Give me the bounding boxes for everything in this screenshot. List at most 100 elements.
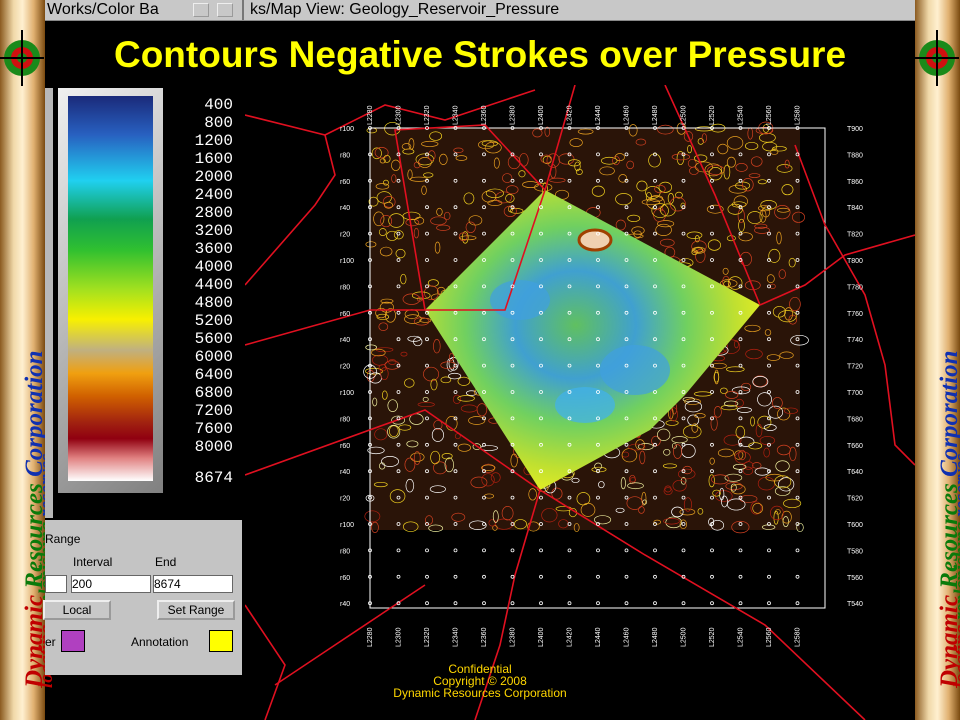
contour xyxy=(367,446,385,455)
grid-point xyxy=(624,469,629,474)
contour xyxy=(636,180,648,192)
grid-point xyxy=(539,390,543,394)
map-left-label: r40 xyxy=(340,601,350,608)
grid-point xyxy=(653,284,657,289)
map-right-label: T760 xyxy=(847,311,863,318)
grid-point xyxy=(596,231,600,236)
grid-point xyxy=(596,416,600,421)
grid-point xyxy=(624,601,629,606)
colorbar-label: 400 xyxy=(204,96,233,114)
map-right-label: T780 xyxy=(847,284,863,291)
contour xyxy=(748,173,761,178)
grid-point xyxy=(681,231,686,236)
contour xyxy=(365,241,377,248)
grid-point xyxy=(368,178,372,183)
grid-point xyxy=(624,178,629,183)
field-label: Interval xyxy=(73,555,113,569)
map-right-label: T680 xyxy=(847,416,863,423)
contour xyxy=(741,178,754,192)
grid-point xyxy=(482,337,486,342)
grid-point xyxy=(482,574,486,579)
contour xyxy=(452,394,462,404)
contour xyxy=(679,519,687,530)
grid-point xyxy=(624,548,629,553)
contour xyxy=(629,477,637,483)
contour xyxy=(641,491,647,506)
contour xyxy=(752,502,764,514)
contour xyxy=(761,206,771,218)
grid-point xyxy=(482,284,486,289)
contour xyxy=(732,463,747,470)
contour xyxy=(635,138,647,146)
contour xyxy=(743,461,754,470)
contour xyxy=(457,376,471,386)
grid-point xyxy=(738,548,743,553)
contour xyxy=(686,231,703,240)
grid-point xyxy=(624,574,629,579)
contour xyxy=(673,444,683,459)
contour xyxy=(725,482,743,491)
contour xyxy=(745,348,763,360)
grid-point xyxy=(653,548,657,553)
grid-point xyxy=(482,469,486,474)
contour xyxy=(501,506,514,521)
contour xyxy=(430,450,441,465)
color-swatch[interactable] xyxy=(209,630,233,652)
grid-point xyxy=(596,337,600,342)
contour xyxy=(371,147,382,160)
color-swatch[interactable] xyxy=(61,630,85,652)
grid-point xyxy=(653,363,657,368)
map-right-label: T660 xyxy=(847,443,863,450)
grid-point xyxy=(396,548,401,553)
text-field[interactable]: 200 xyxy=(71,575,151,593)
contour xyxy=(752,376,769,388)
contour xyxy=(656,428,671,441)
contour xyxy=(723,434,742,446)
grid-point xyxy=(396,205,401,210)
contour xyxy=(449,352,454,361)
map-right-label: T560 xyxy=(847,575,863,582)
contour xyxy=(628,443,646,451)
grid-point xyxy=(596,363,600,368)
contour xyxy=(750,156,763,167)
contour xyxy=(388,359,397,365)
map-top-label: L2380 xyxy=(510,105,517,125)
grid-point xyxy=(368,126,372,130)
grid-point xyxy=(368,258,372,262)
grid-point xyxy=(710,442,714,447)
contour xyxy=(645,185,661,199)
contour xyxy=(710,416,718,431)
map-bottom-label: L2580 xyxy=(795,627,802,647)
grid-point xyxy=(425,469,429,474)
grid-point xyxy=(738,205,743,210)
window-button[interactable] xyxy=(193,3,209,17)
grid-point xyxy=(510,390,515,394)
contour xyxy=(383,154,391,163)
grid-point xyxy=(653,416,657,421)
grid-point xyxy=(510,152,515,157)
grid-point xyxy=(710,416,714,421)
contour xyxy=(754,226,770,234)
grid-point xyxy=(453,442,458,447)
contour xyxy=(671,436,688,444)
mode-menu[interactable]: Local xyxy=(43,600,111,620)
grid-point xyxy=(767,469,771,474)
grid-point xyxy=(710,390,714,394)
contour xyxy=(680,477,687,485)
contour xyxy=(761,524,776,530)
contour xyxy=(663,517,680,525)
contour xyxy=(735,181,751,190)
contour xyxy=(381,390,388,400)
grid-point xyxy=(653,205,657,210)
grid-point xyxy=(396,363,401,368)
contour xyxy=(731,386,751,395)
contour xyxy=(386,230,398,241)
window-button[interactable] xyxy=(217,3,233,17)
set-range-button[interactable]: Set Range xyxy=(157,600,235,620)
contour xyxy=(371,348,386,357)
text-field[interactable] xyxy=(45,575,67,593)
contour xyxy=(481,190,497,203)
colorbar-label: 8000 xyxy=(194,438,233,456)
grid-point xyxy=(368,574,372,579)
text-field[interactable]: 8674 xyxy=(153,575,233,593)
